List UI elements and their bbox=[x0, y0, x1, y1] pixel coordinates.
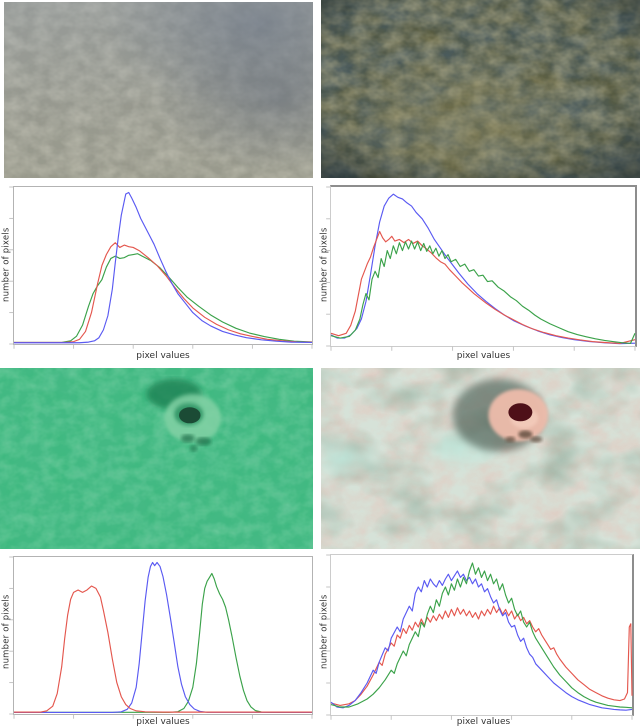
underwater-photo-seafloor-enhanced bbox=[321, 368, 640, 549]
plot-area bbox=[13, 556, 313, 715]
series-red bbox=[14, 243, 312, 343]
series-blue bbox=[14, 562, 312, 712]
series-green bbox=[14, 254, 312, 343]
x-axis-label: pixel values bbox=[136, 351, 190, 361]
reef-raw-image bbox=[4, 2, 313, 178]
seafloor-enhanced-image bbox=[321, 368, 640, 549]
underwater-photo-seafloor-raw bbox=[0, 368, 313, 549]
rgb-histogram-reef-raw: number of pixels pixel values bbox=[0, 183, 313, 362]
y-axis-label: number of pixels bbox=[1, 594, 12, 670]
seafloor-raw-image bbox=[0, 368, 313, 549]
series-red bbox=[331, 232, 635, 344]
series-red bbox=[14, 586, 312, 712]
series-blue bbox=[14, 192, 312, 342]
series-blue bbox=[331, 194, 635, 343]
x-axis-label: pixel values bbox=[456, 717, 511, 727]
underwater-photo-reef-raw bbox=[4, 2, 313, 178]
y-axis-label: number of pixels bbox=[319, 227, 330, 302]
y-axis-label: number of pixels bbox=[319, 594, 330, 670]
plot-area bbox=[330, 185, 637, 347]
circular-coral-structure bbox=[452, 379, 549, 452]
series-red bbox=[331, 606, 632, 705]
rgb-histogram-seafloor-enhanced: number of pixels pixel values bbox=[319, 552, 640, 728]
rgb-histogram-reef-enhanced: number of pixels pixel values bbox=[319, 183, 640, 362]
plot-area bbox=[330, 554, 634, 716]
underwater-photo-reef-enhanced bbox=[321, 0, 640, 178]
circular-coral-structure bbox=[146, 379, 222, 452]
series-green bbox=[331, 241, 635, 343]
rgb-histogram-seafloor-raw: number of pixels pixel values bbox=[0, 552, 313, 728]
series-green bbox=[331, 563, 632, 708]
plot-area bbox=[13, 186, 313, 345]
series-blue bbox=[331, 571, 632, 710]
y-axis-label: number of pixels bbox=[1, 227, 12, 302]
series-green bbox=[14, 573, 312, 712]
x-axis-label: pixel values bbox=[136, 717, 190, 727]
reef-enhanced-image bbox=[321, 0, 640, 178]
x-axis-label: pixel values bbox=[456, 351, 511, 361]
